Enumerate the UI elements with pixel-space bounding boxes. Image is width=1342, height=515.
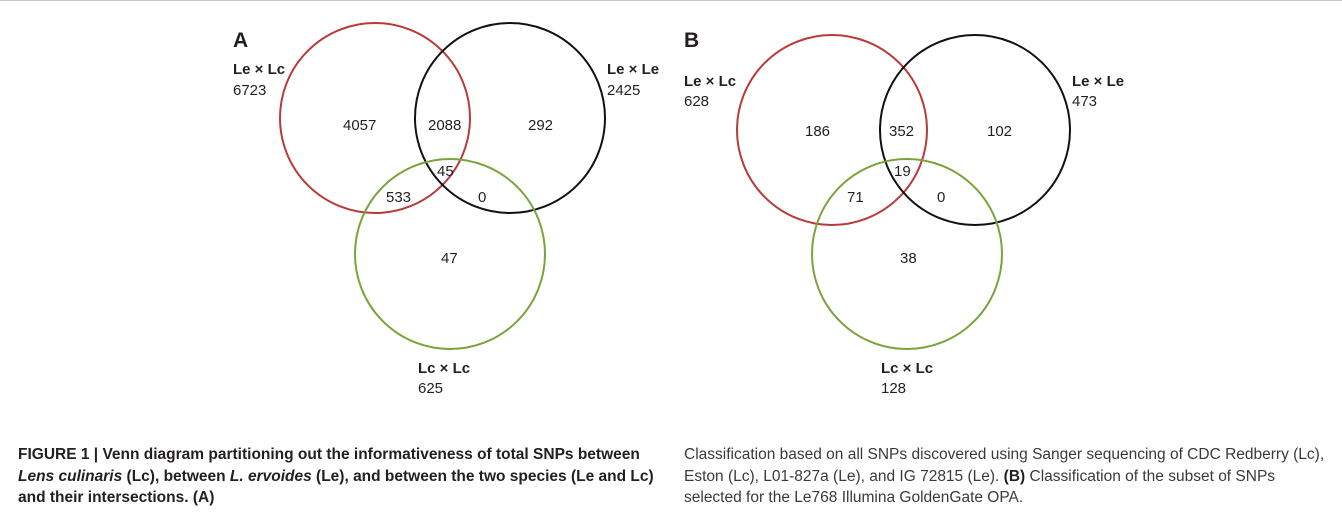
caption-text-1: Venn diagram partitioning out the inform… bbox=[102, 446, 640, 463]
region-b-lexlc-lexle: 352 bbox=[889, 123, 914, 140]
region-a-lexlc-lcxlc: 533 bbox=[386, 189, 411, 206]
set-b-lexle-name: Le × Le bbox=[1072, 73, 1124, 90]
circle-b-lexle bbox=[879, 34, 1071, 226]
set-b-lexlc-name: Le × Lc bbox=[684, 73, 736, 90]
region-b-only-lcxlc: 38 bbox=[900, 250, 917, 267]
set-b-lexlc-total: 628 bbox=[684, 93, 709, 110]
set-a-lcxlc-name: Lc × Lc bbox=[418, 360, 470, 377]
region-a-lexle-lcxlc: 0 bbox=[478, 189, 486, 206]
region-a-only-lexle: 292 bbox=[528, 117, 553, 134]
figure-caption-right: Classification based on all SNPs discove… bbox=[684, 444, 1334, 509]
region-b-only-lexle: 102 bbox=[987, 123, 1012, 140]
set-a-lexle-name: Le × Le bbox=[607, 61, 659, 78]
figure-caption-left: FIGURE 1 | Venn diagram partitioning out… bbox=[18, 444, 658, 509]
panel-a-label: A bbox=[233, 29, 248, 52]
figure-label: FIGURE 1 | bbox=[18, 446, 103, 463]
caption-text-3: (Le), and between the two species (Le an… bbox=[18, 467, 654, 507]
region-b-lexlc-lcxlc: 71 bbox=[847, 189, 864, 206]
caption-text-2: (Lc), between bbox=[122, 467, 230, 485]
set-a-lexle-total: 2425 bbox=[607, 82, 640, 99]
region-a-only-lcxlc: 47 bbox=[441, 250, 458, 267]
caption-text-5: Classification of the subset of SNPs sel… bbox=[684, 467, 1276, 507]
circle-b-lexlc bbox=[736, 34, 928, 226]
species-name-l-ervoides: L. ervoides bbox=[229, 467, 312, 485]
region-b-lexle-lcxlc: 0 bbox=[937, 189, 945, 206]
panel-b-reference: (B) bbox=[1003, 467, 1026, 485]
venn-figure: A Le × Lc 6723 Le × Le 2425 Lc × Lc 625 … bbox=[233, 22, 1124, 397]
circle-a-lcxlc bbox=[354, 158, 546, 350]
set-b-lcxlc-total: 128 bbox=[881, 380, 906, 397]
region-a-all-three: 45 bbox=[437, 163, 454, 180]
panel-b-label: B bbox=[684, 29, 699, 52]
set-b-lcxlc-name: Lc × Lc bbox=[881, 360, 933, 377]
circle-a-lexle bbox=[414, 22, 606, 214]
set-b-lexle-total: 473 bbox=[1072, 93, 1097, 110]
region-b-all-three: 19 bbox=[894, 163, 911, 180]
circle-a-lexlc bbox=[279, 22, 471, 214]
circle-b-lcxlc bbox=[811, 158, 1003, 350]
venn-panel-a: A Le × Lc 6723 Le × Le 2425 Lc × Lc 625 … bbox=[233, 22, 659, 397]
region-a-only-lexlc: 4057 bbox=[343, 117, 376, 134]
region-a-lexlc-lexle: 2088 bbox=[428, 117, 461, 134]
venn-panel-b: B Le × Lc 628 Le × Le 473 Lc × Lc 128 18… bbox=[684, 29, 1124, 397]
set-a-lexlc-total: 6723 bbox=[233, 82, 266, 99]
set-a-lexlc-name: Le × Lc bbox=[233, 61, 285, 78]
region-b-only-lexlc: 186 bbox=[805, 123, 830, 140]
caption-text-4: Classification based on all SNPs discove… bbox=[684, 446, 1325, 485]
species-name-lens-culinaris: Lens culinaris bbox=[18, 467, 123, 485]
set-a-lcxlc-total: 625 bbox=[418, 380, 443, 397]
